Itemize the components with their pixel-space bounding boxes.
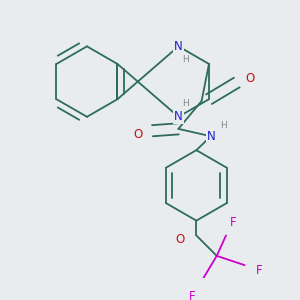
Text: O: O — [175, 233, 184, 246]
Text: O: O — [133, 128, 142, 141]
Text: H: H — [220, 121, 227, 130]
Text: N: N — [174, 40, 183, 53]
Text: O: O — [245, 72, 254, 85]
Text: F: F — [230, 216, 237, 229]
Text: F: F — [189, 290, 196, 300]
Text: H: H — [182, 55, 189, 64]
Text: H: H — [182, 99, 189, 108]
Text: N: N — [174, 110, 183, 123]
Text: N: N — [206, 130, 215, 143]
Text: F: F — [256, 264, 263, 277]
